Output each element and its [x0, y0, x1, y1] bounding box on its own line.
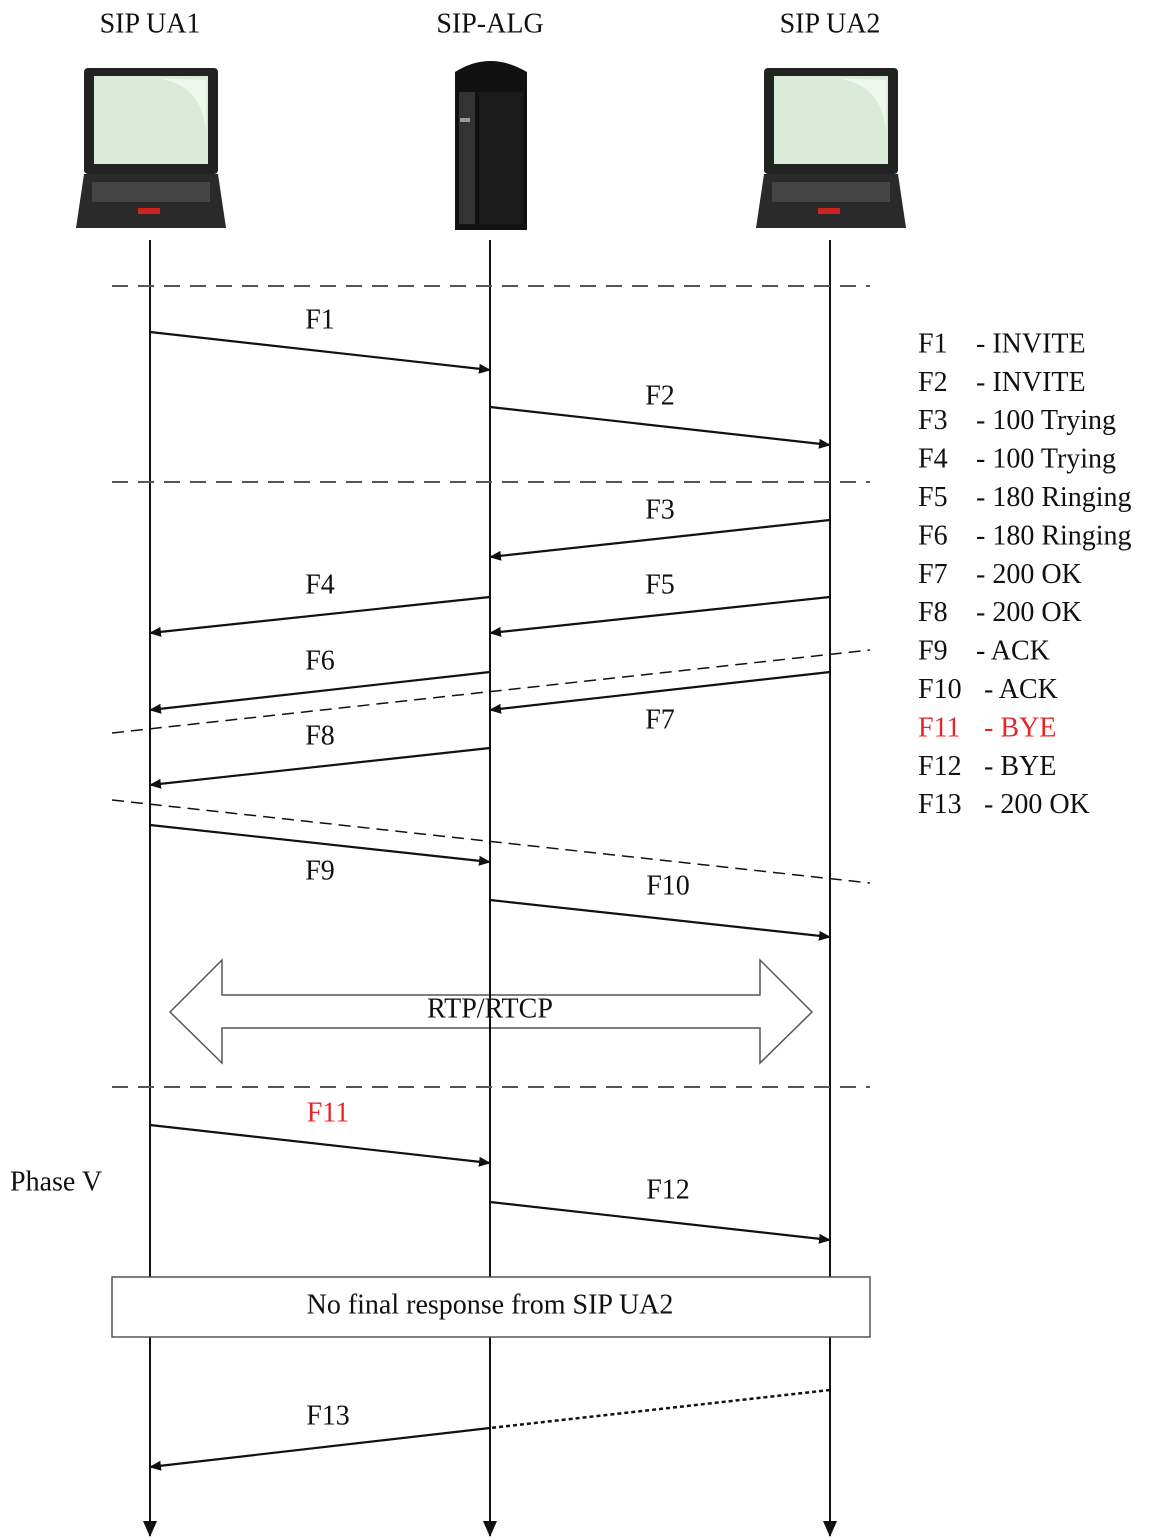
legend: F1 - INVITE F2 - INVITE F3 - 100 Trying F4 - 10…: [918, 328, 1132, 820]
laptop-icon: [756, 68, 906, 228]
legend-desc: - INVITE: [976, 328, 1086, 359]
message-label: F11: [307, 1097, 350, 1128]
note-text: No final response from SIP UA2: [307, 1289, 674, 1320]
message-label: F7: [645, 704, 675, 735]
legend-id: F5: [918, 482, 948, 513]
legend-desc: - 100 Trying: [976, 444, 1116, 475]
legend-desc: - ACK: [984, 674, 1058, 705]
message-label: F10: [646, 870, 690, 901]
message-arrow: [150, 672, 490, 710]
legend-id: F7: [918, 559, 948, 590]
entity-label: SIP-ALG: [436, 8, 543, 39]
message-arrow: [490, 597, 830, 633]
legend-desc: - INVITE: [976, 367, 1086, 398]
legend-desc: - 180 Ringing: [976, 520, 1132, 551]
media-label: RTP/RTCP: [427, 993, 553, 1024]
legend-id: F12: [918, 751, 962, 782]
message-arrow: [490, 900, 830, 937]
message-label: F3: [645, 494, 675, 525]
message-arrow: [490, 520, 830, 557]
legend-id: F13: [918, 789, 962, 820]
legend-desc: - 100 Trying: [976, 405, 1116, 436]
legend-desc: - 180 Ringing: [976, 482, 1132, 513]
message-arrow: [150, 748, 490, 785]
message-label: F8: [305, 720, 335, 751]
message-arrow: [150, 597, 490, 633]
legend-id: F6: [918, 520, 948, 551]
legend-id: F4: [918, 444, 948, 475]
message-arrow-dotted: [490, 1390, 830, 1428]
legend-id: F9: [918, 636, 948, 667]
legend-desc: - BYE: [984, 712, 1056, 743]
sequence-diagram: SIP UA1 SIP-ALG SIP UA2 F1 F2 F3 F4: [0, 0, 1168, 1540]
message-arrow: [150, 1428, 490, 1467]
legend-id: F1: [918, 328, 948, 359]
message-label: F5: [645, 569, 675, 600]
legend-desc: - ACK: [976, 636, 1050, 667]
phase-label: Phase V: [10, 1166, 102, 1197]
legend-id: F3: [918, 405, 948, 436]
message-label: F9: [305, 855, 335, 886]
message-arrow: [150, 1125, 490, 1163]
message-label: F13: [306, 1400, 350, 1431]
message-label: F12: [646, 1174, 690, 1205]
legend-desc: - 200 OK: [976, 597, 1082, 628]
message-label: F2: [645, 380, 675, 411]
entity-label: SIP UA2: [780, 8, 881, 39]
laptop-icon: [76, 68, 226, 228]
message-label: F1: [305, 304, 335, 335]
legend-id: F8: [918, 597, 948, 628]
message-label: F4: [305, 569, 335, 600]
legend-id: F10: [918, 674, 962, 705]
legend-desc: - BYE: [984, 751, 1056, 782]
message-label: F6: [305, 645, 335, 676]
message-arrow: [490, 1202, 830, 1240]
message-arrow: [150, 332, 490, 370]
legend-desc: - 200 OK: [976, 559, 1082, 590]
entity-label: SIP UA1: [100, 8, 201, 39]
legend-id: F2: [918, 367, 948, 398]
legend-id: F11: [918, 712, 961, 743]
legend-desc: - 200 OK: [984, 789, 1090, 820]
server-icon: [455, 61, 527, 230]
message-arrow: [490, 407, 830, 445]
